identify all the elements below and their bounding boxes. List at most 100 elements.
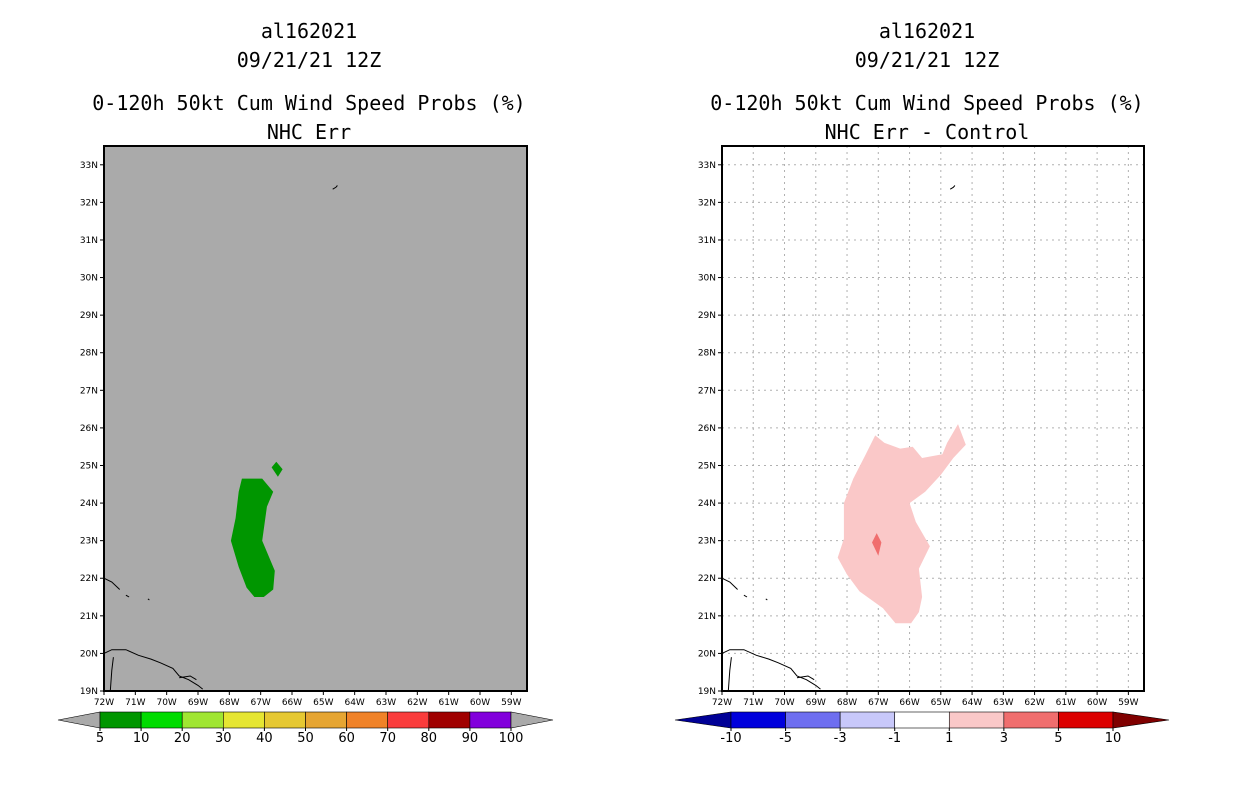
coastline <box>949 185 956 190</box>
x-tick-label: 60W <box>1087 698 1107 708</box>
right-map-frame <box>721 145 1145 692</box>
left-map-background <box>104 146 527 691</box>
y-tick-label: 20N <box>80 649 98 659</box>
colorbar-segment <box>785 711 841 729</box>
colorbar-segment <box>428 711 471 729</box>
right-map-panel: 72W 71W 70W 69W 68W 67W 66W 65W 64W 63W 62W 61W 60W 5… <box>674 145 1170 746</box>
x-tick-label: 59W <box>1118 698 1138 708</box>
colorbar-label: 5 <box>96 731 104 746</box>
y-tick-label: 30N <box>698 274 716 284</box>
colorbar-segment <box>948 711 1005 729</box>
x-tick-label: 69W <box>806 698 826 708</box>
x-tick-label: 61W <box>438 698 458 708</box>
x-tick-label: 62W <box>407 698 427 708</box>
y-tick-label: 23N <box>698 537 716 547</box>
colorbar-segment <box>839 711 896 729</box>
right-map-background <box>722 146 1144 691</box>
x-tick-label: 62W <box>1024 698 1044 708</box>
right-title-product: 0-120h 50kt Cum Wind Speed Probs (%) <box>710 91 1144 115</box>
colorbar-label: 50 <box>297 731 314 746</box>
left-title-product: 0-120h 50kt Cum Wind Speed Probs (%) <box>92 91 526 115</box>
y-tick-label: 27N <box>698 386 716 396</box>
colorbar-label: 1 <box>945 731 953 746</box>
y-tick-label: 25N <box>80 461 98 471</box>
coastline <box>722 649 821 690</box>
coastline <box>722 577 738 590</box>
colorbar-segment <box>346 711 389 729</box>
left-title-subtitle: NHC Err <box>266 120 352 144</box>
x-tick-label: 65W <box>931 698 951 708</box>
colorbar-label: 30 <box>215 731 232 746</box>
left-title-datetime: 09/21/21 12Z <box>236 48 382 72</box>
colorbar-label: 10 <box>1105 731 1122 746</box>
colorbar-segment <box>181 711 224 729</box>
contour-5-10 <box>230 478 275 597</box>
x-tick-label: 68W <box>837 698 857 708</box>
colorbar-label: 70 <box>379 731 396 746</box>
colorbar-segment <box>140 711 183 729</box>
right-title-subtitle: NHC Err - Control <box>824 120 1030 144</box>
colorbar-segment <box>264 711 306 729</box>
coastline <box>179 675 197 681</box>
x-tick-label: 63W <box>376 698 396 708</box>
x-tick-label: 66W <box>899 698 919 708</box>
coastline <box>743 594 748 598</box>
x-tick-label: 71W <box>125 698 145 708</box>
left-title-storm-id: al162021 <box>260 19 358 43</box>
right-title-storm-id: al162021 <box>878 19 976 43</box>
colorbar-segment <box>730 711 786 729</box>
x-tick-label: 72W <box>94 698 114 708</box>
x-tick-label: 68W <box>219 698 239 708</box>
left-map-content <box>104 185 338 691</box>
colorbar-label: -3 <box>834 731 847 746</box>
colorbar-over-arrow <box>1112 711 1170 729</box>
x-tick-label: 65W <box>313 698 333 708</box>
x-tick-label: 64W <box>344 698 364 708</box>
y-tick-label: 33N <box>80 161 98 171</box>
colorbar-under-arrow <box>674 711 732 729</box>
colorbar-segment <box>894 711 950 729</box>
colorbar-label: 10 <box>133 731 150 746</box>
colorbar-segment <box>305 711 347 729</box>
colorbar-label: 100 <box>499 731 524 746</box>
y-tick-label: 21N <box>698 612 716 622</box>
coastline <box>796 675 815 681</box>
x-tick-label: 64W <box>962 698 982 708</box>
y-tick-label: 28N <box>698 349 716 359</box>
x-tick-label: 60W <box>470 698 490 708</box>
colorbar-segment <box>223 711 265 729</box>
colorbar-over-arrow <box>510 711 554 729</box>
coastline <box>727 657 732 691</box>
y-tick-label: 31N <box>80 236 98 246</box>
coastline <box>332 185 338 190</box>
colorbar-label: 60 <box>338 731 355 746</box>
y-tick-label: 22N <box>80 574 98 584</box>
x-tick-label: 70W <box>156 698 176 708</box>
colorbar-segment <box>1058 711 1114 729</box>
y-tick-label: 32N <box>698 198 716 208</box>
colorbar-label: 5 <box>1054 731 1062 746</box>
x-tick-label: 66W <box>282 698 302 708</box>
y-tick-label: 31N <box>698 236 716 246</box>
colorbar-segment <box>469 711 512 729</box>
y-tick-label: 29N <box>698 311 716 321</box>
contour-3-5 <box>872 533 882 556</box>
y-tick-label: 33N <box>698 161 716 171</box>
colorbar-label: 20 <box>174 731 191 746</box>
right-colorbar: -10 -5 -3 -1 1 3 5 10 <box>674 711 1170 746</box>
colorbar-label: 90 <box>462 731 479 746</box>
coastline <box>104 649 204 690</box>
y-tick-label: 27N <box>80 386 98 396</box>
coastline <box>104 577 121 590</box>
y-tick-label: 22N <box>698 574 716 584</box>
colorbar-segment <box>387 711 430 729</box>
colorbar-segment <box>1003 711 1059 729</box>
x-tick-label: 72W <box>712 698 732 708</box>
y-tick-label: 20N <box>698 649 716 659</box>
y-tick-label: 26N <box>80 424 98 434</box>
colorbar-label: 80 <box>421 731 438 746</box>
y-tick-label: 25N <box>698 461 716 471</box>
y-tick-label: 29N <box>80 311 98 321</box>
x-tick-label: 67W <box>250 698 270 708</box>
y-tick-label: 32N <box>80 198 98 208</box>
